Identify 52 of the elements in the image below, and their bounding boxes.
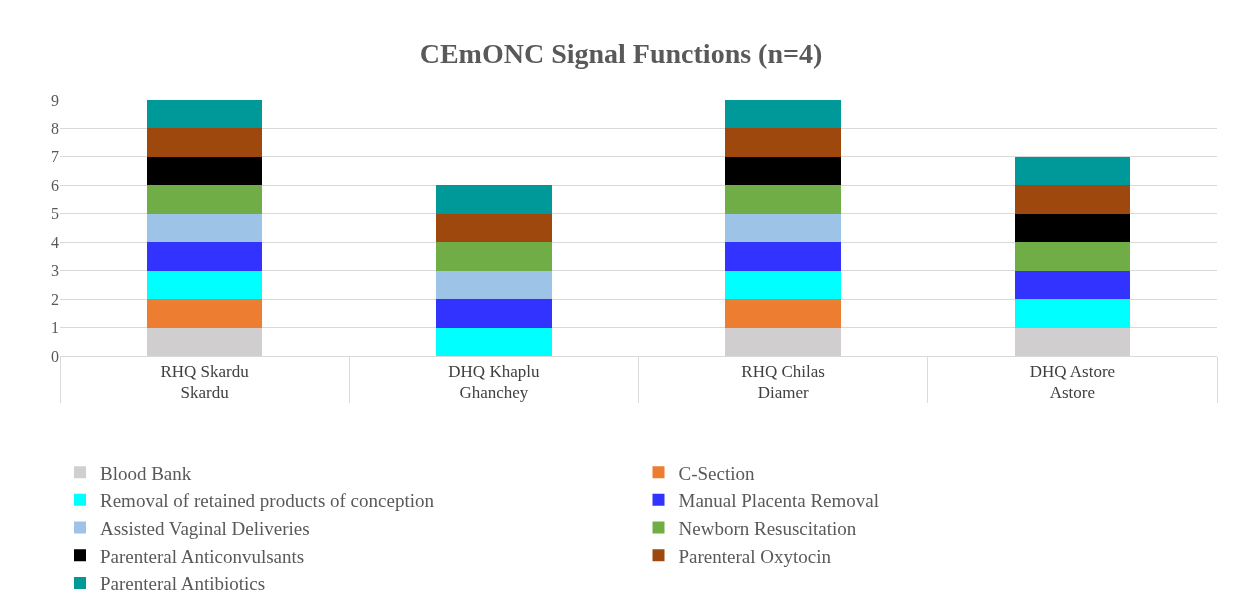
y-tick-label: 0 [51,347,59,365]
bar [725,270,841,300]
y-tick-label: 8 [51,120,59,138]
bar [436,213,552,243]
y-tick-label: 1 [51,319,59,337]
bar [725,156,841,186]
bar [1014,242,1131,271]
bar [146,128,263,157]
bar [436,327,552,356]
y-tick-label: 4 [51,233,59,251]
legend-label: Assisted Vaginal Deliveries [100,517,310,539]
y-tick-label: 2 [51,290,59,308]
bar [146,185,263,214]
y-tick-label: 7 [51,148,59,166]
legend-label: Parenteral Antibiotics [100,573,266,595]
legend-label: C-Section [678,462,755,484]
bar [146,100,263,129]
bar [1014,299,1131,328]
bar [725,213,841,243]
bar [1014,185,1131,214]
legend-label: Newborn Resuscitation [678,517,857,539]
legend-label: Parenteral Anticonvulsants [100,545,305,567]
bar [146,270,263,300]
legend-label: Manual Placenta Removal [678,490,879,512]
bar [436,242,552,271]
bar [146,156,263,186]
category-label: DHQ Khaplu Ghanchey [448,362,540,403]
y-tick-label: 9 [51,91,59,109]
bar [725,185,841,214]
bar [146,299,263,328]
bar [725,128,841,157]
y-tick-label: 6 [51,176,59,194]
bar [436,299,552,328]
category-label: RHQ Chilas Diamer [741,362,825,403]
legend-label: Parenteral Oxytocin [678,545,832,567]
y-tick-label: 3 [51,262,59,280]
category-label: RHQ Skardu Skardu [160,362,249,403]
legend-label: Removal of retained products of conception [100,490,435,512]
bar [436,270,552,300]
legend-label: Blood Bank [100,462,192,484]
bar [1014,156,1131,186]
bar [1014,213,1131,243]
bar [146,242,263,271]
chart-title: CEmONC Signal Functions (n=4) [419,37,823,69]
bar [1014,270,1131,300]
bar [436,185,552,214]
bar [725,100,841,129]
category-label: DHQ Astore Astore [1029,362,1116,403]
y-tick-label: 5 [51,205,59,223]
bar [725,242,841,271]
bar [725,299,841,328]
bar [146,213,263,243]
